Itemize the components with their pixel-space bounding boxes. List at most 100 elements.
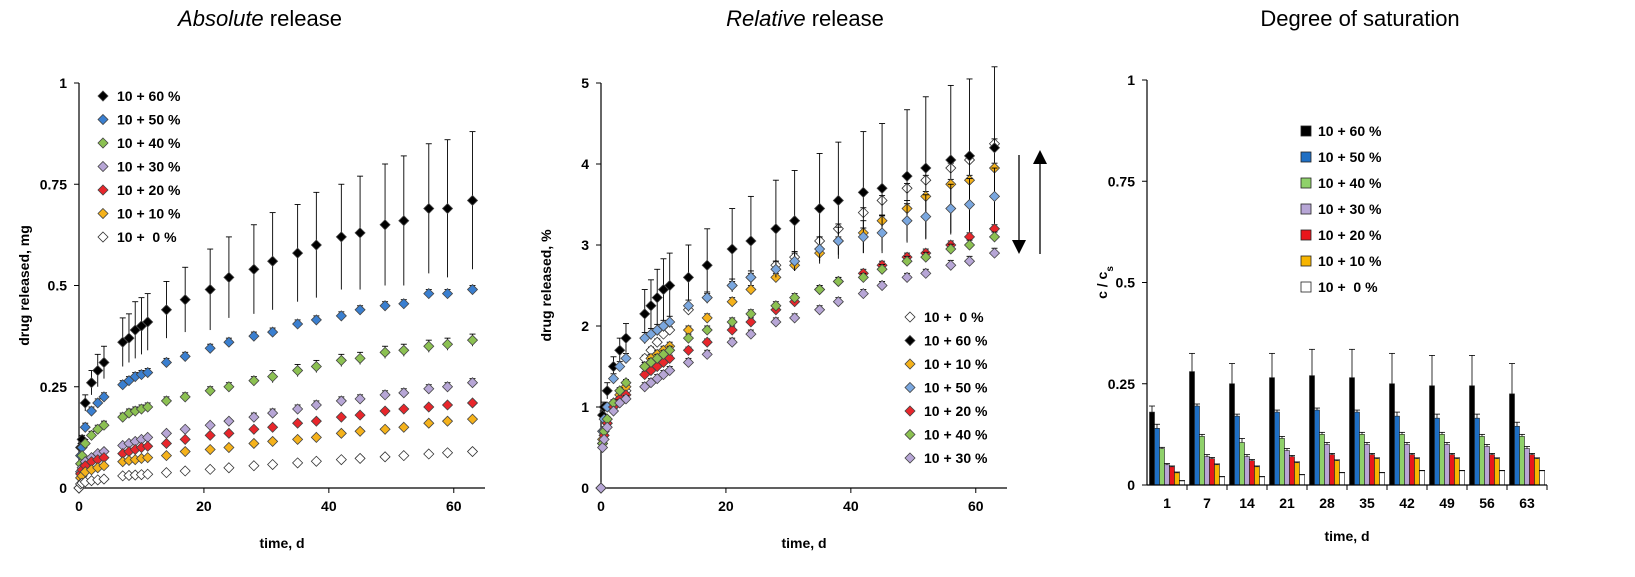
data-point bbox=[248, 263, 260, 275]
data-point bbox=[963, 255, 976, 267]
y-tick-label: 4 bbox=[581, 156, 589, 172]
data-point bbox=[398, 403, 410, 415]
data-point bbox=[814, 202, 826, 215]
data-point bbox=[598, 433, 610, 445]
data-point bbox=[423, 202, 435, 215]
legend-label: 10 + 60 % bbox=[924, 333, 988, 349]
data-point bbox=[963, 239, 976, 251]
absolute-release-panel: Absolute release 0 0.25 0.5 0.75 1 0 20 40 60 tim… bbox=[0, 0, 520, 577]
data-series bbox=[73, 131, 479, 494]
data-point bbox=[335, 354, 347, 366]
bar bbox=[1324, 444, 1330, 486]
legend-marker bbox=[904, 405, 916, 417]
y-tick-label: 0.75 bbox=[40, 176, 67, 192]
data-point bbox=[85, 405, 98, 417]
data-point bbox=[85, 429, 98, 441]
bar bbox=[1469, 385, 1475, 486]
bar bbox=[1334, 460, 1340, 486]
data-point bbox=[92, 397, 104, 409]
data-point bbox=[379, 389, 391, 401]
data-point bbox=[920, 211, 932, 223]
bar bbox=[1254, 466, 1260, 486]
bar bbox=[1174, 472, 1180, 486]
data-point bbox=[988, 190, 1001, 202]
data-point bbox=[79, 437, 91, 450]
bar bbox=[1474, 417, 1480, 486]
bar bbox=[1329, 454, 1335, 486]
data-point bbox=[354, 452, 366, 465]
bar bbox=[1299, 474, 1305, 486]
data-point bbox=[248, 411, 260, 423]
data-point bbox=[651, 336, 663, 348]
data-point bbox=[267, 371, 279, 383]
data-point bbox=[292, 417, 304, 429]
bar bbox=[1164, 464, 1170, 486]
bar bbox=[1284, 450, 1290, 486]
data-point bbox=[223, 462, 235, 474]
data-point bbox=[248, 437, 260, 450]
data-point bbox=[310, 239, 322, 251]
y-tick-label: 5 bbox=[581, 75, 589, 91]
legend-label: 10 + 50 % bbox=[1318, 149, 1382, 165]
data-point bbox=[682, 356, 695, 369]
bar bbox=[1534, 458, 1540, 486]
data-point bbox=[832, 296, 844, 308]
data-point bbox=[292, 318, 304, 330]
data-point bbox=[423, 417, 435, 429]
y-tick-label: 0.75 bbox=[1108, 173, 1135, 189]
data-point bbox=[664, 316, 676, 328]
data-point bbox=[441, 399, 454, 411]
data-point bbox=[267, 435, 279, 447]
data-point bbox=[310, 314, 322, 326]
data-point bbox=[466, 397, 479, 409]
data-point bbox=[614, 360, 626, 373]
data-point bbox=[789, 292, 801, 304]
bar bbox=[1279, 438, 1285, 486]
data-point bbox=[98, 419, 110, 431]
bar bbox=[1354, 411, 1360, 486]
x-tick-label: 60 bbox=[968, 498, 984, 514]
data-point bbox=[441, 338, 454, 350]
data-point bbox=[160, 304, 173, 316]
bar bbox=[1439, 434, 1445, 486]
legend-label: 10 + 0 % bbox=[924, 309, 984, 325]
data-point bbox=[79, 421, 91, 433]
data-point bbox=[701, 324, 713, 336]
x-tick-label: 20 bbox=[196, 498, 212, 514]
data-point bbox=[398, 421, 410, 433]
data-point bbox=[310, 360, 322, 373]
data-point bbox=[292, 247, 304, 259]
data-point bbox=[701, 336, 713, 348]
data-point bbox=[354, 304, 366, 316]
data-point bbox=[988, 142, 1001, 154]
data-point bbox=[901, 170, 913, 182]
data-point bbox=[335, 427, 347, 439]
data-point bbox=[267, 255, 279, 267]
data-point bbox=[876, 182, 888, 194]
y-tick-label: 1 bbox=[1127, 72, 1135, 88]
bar bbox=[1484, 446, 1490, 486]
data-point bbox=[292, 433, 304, 445]
legend-marker bbox=[97, 113, 109, 126]
bar bbox=[1244, 456, 1250, 486]
bar bbox=[1259, 476, 1265, 486]
data-point bbox=[814, 243, 826, 255]
x-tick-label: 60 bbox=[446, 498, 462, 514]
data-point bbox=[601, 385, 613, 397]
data-point bbox=[745, 328, 757, 340]
data-point bbox=[441, 202, 454, 215]
chart-title: Degree of saturation bbox=[1260, 6, 1460, 31]
x-axis-label: time, d bbox=[1324, 528, 1369, 544]
x-axis-label: time, d bbox=[259, 535, 304, 551]
data-point bbox=[335, 411, 347, 423]
y-axis-label: c / cs bbox=[1094, 266, 1116, 299]
data-point bbox=[267, 458, 279, 471]
data-point bbox=[354, 227, 366, 239]
bar bbox=[1539, 470, 1545, 486]
x-tick-label: 63 bbox=[1519, 495, 1535, 511]
bar bbox=[1214, 464, 1220, 486]
data-point bbox=[142, 440, 154, 452]
data-point bbox=[595, 482, 607, 494]
data-point bbox=[745, 283, 757, 296]
y-axis-label-main: c / c bbox=[1094, 271, 1110, 298]
